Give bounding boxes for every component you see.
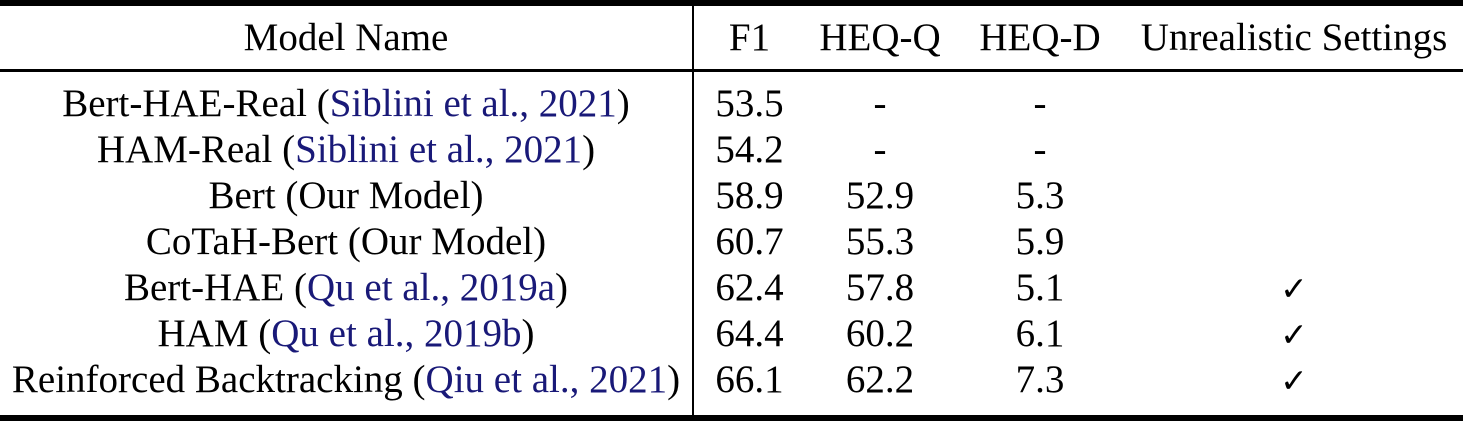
citation-link[interactable]: Qu et al., 2019b	[271, 311, 522, 355]
checkmark-icon: ✓	[1280, 268, 1308, 308]
col-header-heq-q: HEQ-Q	[805, 3, 955, 72]
citation-link[interactable]: Siblini et al., 2021	[295, 127, 583, 171]
model-name-cell: HAM-Real (Siblini et al., 2021)	[0, 126, 694, 172]
heq-d-cell: -	[1033, 127, 1047, 171]
unrealistic-cell: ✓	[1125, 310, 1463, 356]
model-name-text: Bert (Our Model)	[208, 173, 484, 217]
col-header-model-name: Model Name	[0, 3, 694, 72]
model-name-text: CoTaH-Bert (Our Model)	[145, 219, 547, 263]
f1-cell: 62.4	[715, 265, 784, 309]
model-name-closing-paren: )	[521, 311, 535, 355]
f1-cell: 64.4	[715, 311, 784, 355]
citation-link[interactable]: Siblini et al., 2021	[329, 81, 617, 125]
model-name-text: Reinforced Backtracking (	[11, 357, 426, 401]
citation-link[interactable]: Qiu et al., 2021	[425, 357, 668, 401]
table-body: Bert-HAE-Real (Siblini et al., 2021) 53.…	[0, 70, 1463, 418]
unrealistic-cell: ✓	[1125, 264, 1463, 310]
model-name-text: Bert-HAE-Real (	[62, 81, 330, 125]
heq-q-cell: -	[873, 127, 887, 171]
model-name-cell: Reinforced Backtracking (Qiu et al., 202…	[0, 356, 694, 418]
heq-q-cell: 52.9	[845, 173, 915, 217]
model-name-cell: HAM (Qu et al., 2019b)	[0, 310, 694, 356]
heq-q-cell: 57.8	[845, 265, 915, 309]
model-name-cell: CoTaH-Bert (Our Model)	[0, 218, 694, 264]
model-name-text: Bert-HAE (	[123, 265, 307, 309]
heq-q-cell: 60.2	[845, 311, 915, 355]
model-name-cell: Bert (Our Model)	[0, 172, 694, 218]
checkmark-icon: ✓	[1280, 314, 1308, 354]
f1-cell: 53.5	[715, 81, 784, 125]
citation-link[interactable]: Qu et al., 2019a	[307, 265, 556, 309]
f1-cell: 60.7	[715, 219, 784, 263]
unrealistic-cell	[1125, 172, 1463, 218]
heq-q-cell: 55.3	[845, 219, 915, 263]
table-row: Bert-HAE-Real (Siblini et al., 2021) 53.…	[0, 70, 1463, 127]
unrealistic-cell	[1125, 71, 1463, 127]
model-name-closing-paren: )	[555, 265, 569, 309]
heq-d-cell: 5.3	[1015, 173, 1065, 217]
heq-d-cell: 7.3	[1015, 357, 1065, 401]
table-header: Model Name F1 HEQ-Q HEQ-D Unrealistic Se…	[0, 3, 1463, 72]
table-row: Reinforced Backtracking (Qiu et al., 202…	[0, 356, 1463, 418]
heq-d-cell: 6.1	[1015, 311, 1065, 355]
model-name-closing-paren: )	[616, 81, 630, 125]
unrealistic-cell: ✓	[1125, 356, 1463, 418]
heq-q-cell: -	[873, 81, 887, 125]
table-row: Bert-HAE (Qu et al., 2019a) 62.4 57.8 5.…	[0, 264, 1463, 310]
f1-cell: 54.2	[715, 127, 784, 171]
f1-cell: 66.1	[715, 357, 784, 401]
table-row: HAM-Real (Siblini et al., 2021) 54.2 - -	[0, 126, 1463, 172]
unrealistic-cell	[1125, 218, 1463, 264]
col-header-unrealistic-settings: Unrealistic Settings	[1125, 3, 1463, 72]
f1-cell: 58.9	[715, 173, 784, 217]
unrealistic-cell	[1125, 126, 1463, 172]
model-name-closing-paren: )	[582, 127, 596, 171]
table-row: Bert (Our Model) 58.9 52.9 5.3	[0, 172, 1463, 218]
model-name-text: HAM-Real (	[96, 127, 296, 171]
model-name-cell: Bert-HAE-Real (Siblini et al., 2021)	[0, 70, 694, 126]
table-row: CoTaH-Bert (Our Model) 60.7 55.3 5.9	[0, 218, 1463, 264]
checkmark-icon: ✓	[1280, 360, 1308, 400]
model-name-text: HAM (	[157, 311, 272, 355]
col-header-heq-d: HEQ-D	[955, 3, 1125, 72]
col-header-f1: F1	[693, 3, 805, 72]
table-row: HAM (Qu et al., 2019b) 64.4 60.2 6.1 ✓	[0, 310, 1463, 356]
heq-q-cell: 62.2	[845, 357, 915, 401]
heq-d-cell: 5.1	[1015, 265, 1065, 309]
table-header-row: Model Name F1 HEQ-Q HEQ-D Unrealistic Se…	[0, 3, 1463, 72]
model-name-cell: Bert-HAE (Qu et al., 2019a)	[0, 264, 694, 310]
heq-d-cell: 5.9	[1015, 219, 1065, 263]
model-name-closing-paren: )	[667, 357, 681, 401]
heq-d-cell: -	[1033, 81, 1047, 125]
